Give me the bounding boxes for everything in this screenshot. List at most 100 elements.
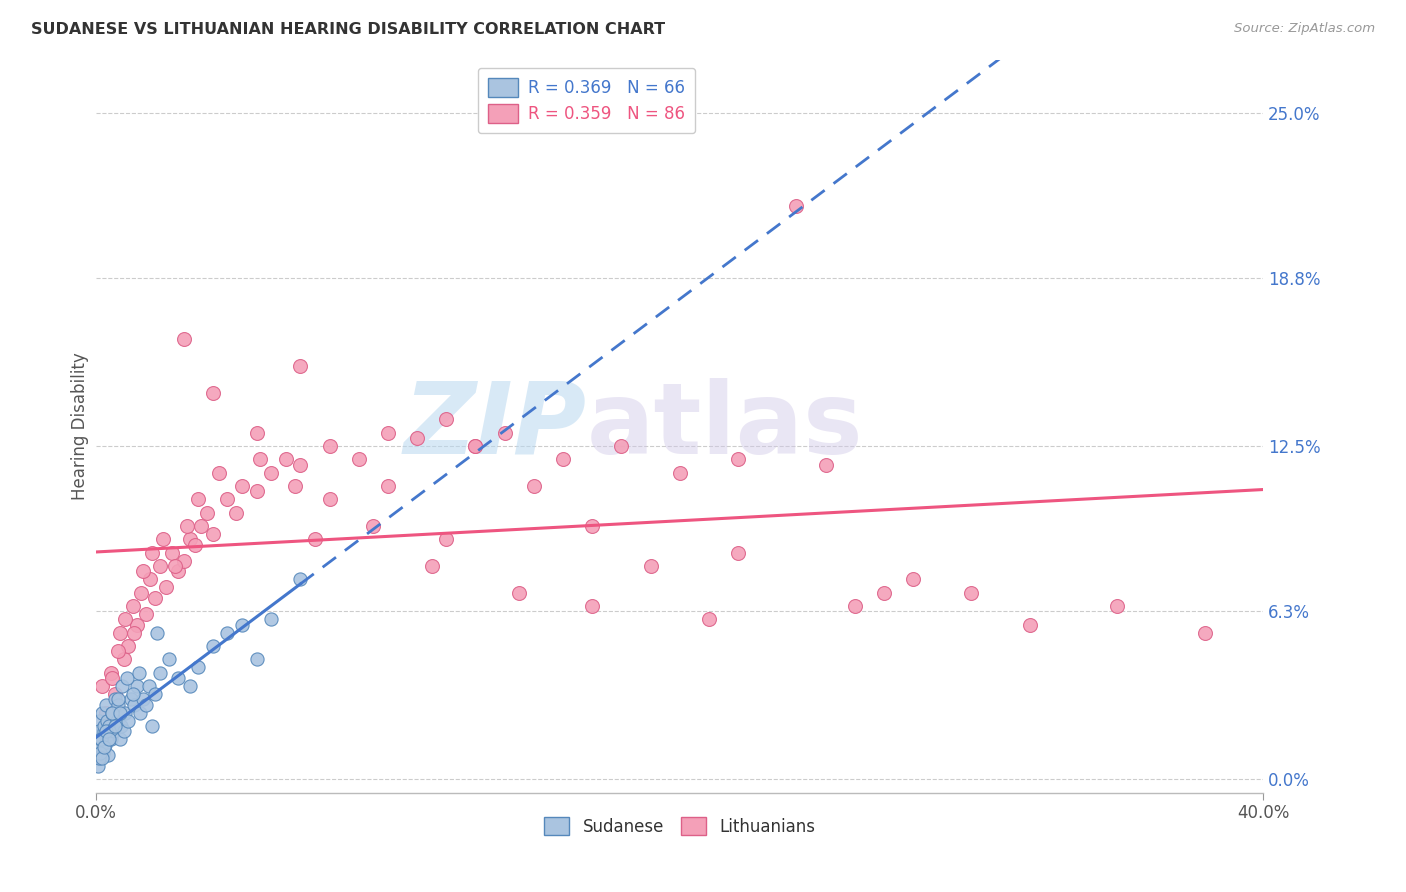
Point [785, 199, 807, 213]
Point [121, 599, 143, 613]
Point [90, 740, 112, 755]
Point [195, 506, 218, 520]
Point [90, 732, 112, 747]
Point [225, 506, 247, 520]
Point [231, 617, 253, 632]
Point [610, 439, 633, 453]
Point [523, 479, 546, 493]
Point [163, 559, 186, 574]
Point [149, 559, 172, 574]
Point [100, 665, 122, 680]
Point [89, 746, 111, 760]
Point [117, 714, 139, 728]
Point [93, 740, 115, 755]
Point [114, 706, 136, 720]
Point [697, 612, 720, 626]
Point [157, 652, 180, 666]
Point [551, 452, 574, 467]
Point [138, 679, 160, 693]
Point [143, 687, 166, 701]
Point [87, 751, 110, 765]
Point [131, 585, 153, 599]
Y-axis label: Hearing Disability: Hearing Disability [72, 352, 89, 500]
Point [217, 625, 239, 640]
Point [97, 732, 120, 747]
Point [86, 732, 108, 747]
Point [246, 484, 269, 499]
Point [125, 617, 148, 632]
Point [114, 612, 136, 626]
Point [814, 458, 837, 472]
Point [91, 679, 114, 693]
Point [98, 724, 121, 739]
Point [179, 679, 201, 693]
Point [108, 732, 131, 747]
Point [184, 538, 207, 552]
Point [104, 719, 127, 733]
Point [246, 652, 269, 666]
Point [167, 565, 190, 579]
Point [103, 724, 125, 739]
Point [347, 452, 370, 467]
Point [94, 698, 117, 712]
Point [122, 698, 145, 712]
Point [104, 687, 127, 701]
Point [260, 612, 283, 626]
Point [377, 479, 399, 493]
Point [581, 519, 603, 533]
Point [96, 714, 118, 728]
Point [173, 333, 195, 347]
Point [1107, 599, 1129, 613]
Point [141, 546, 163, 560]
Point [304, 533, 326, 547]
Point [318, 492, 340, 507]
Point [128, 665, 150, 680]
Point [290, 458, 312, 472]
Point [107, 692, 129, 706]
Point [107, 644, 129, 658]
Point [160, 546, 183, 560]
Point [377, 425, 399, 440]
Point [494, 425, 516, 440]
Point [132, 565, 155, 579]
Point [246, 425, 269, 440]
Point [318, 439, 340, 453]
Point [104, 692, 127, 706]
Point [87, 714, 110, 728]
Point [190, 519, 212, 533]
Point [873, 585, 896, 599]
Point [727, 546, 749, 560]
Point [176, 519, 198, 533]
Point [581, 599, 603, 613]
Point [100, 732, 122, 747]
Point [105, 714, 128, 728]
Point [152, 533, 174, 547]
Point [201, 385, 224, 400]
Point [249, 452, 271, 467]
Point [901, 573, 924, 587]
Point [217, 492, 239, 507]
Point [96, 730, 118, 744]
Point [187, 660, 209, 674]
Point [149, 665, 172, 680]
Point [260, 466, 283, 480]
Point [208, 466, 231, 480]
Point [91, 746, 114, 760]
Point [406, 431, 429, 445]
Point [179, 533, 201, 547]
Point [1194, 625, 1216, 640]
Point [94, 738, 117, 752]
Point [93, 724, 115, 739]
Point [112, 652, 135, 666]
Text: ZIP: ZIP [404, 377, 586, 475]
Point [141, 719, 163, 733]
Point [90, 732, 112, 747]
Point [363, 519, 385, 533]
Point [284, 479, 307, 493]
Point [94, 719, 117, 733]
Point [960, 585, 983, 599]
Point [94, 724, 117, 739]
Point [132, 692, 155, 706]
Point [97, 732, 120, 747]
Point [108, 625, 131, 640]
